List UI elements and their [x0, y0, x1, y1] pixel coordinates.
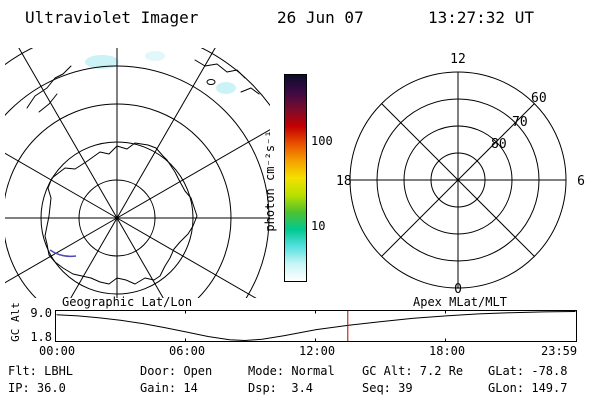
ytick-top: 9.0: [30, 306, 52, 320]
status-dsp: Dsp: 3.4: [248, 381, 314, 395]
apex-polar-plot: 12 18 6 0 60 70 80: [336, 52, 585, 297]
aurora-glow: [85, 51, 236, 94]
status-glon: GLon: 149.7: [488, 381, 568, 395]
mlat-label-80: 80: [491, 137, 507, 152]
xtick-0: 00:00: [39, 344, 76, 358]
gc-alt-axis-label: GC Alt: [9, 302, 22, 342]
chart-ticks: [185, 310, 446, 342]
header-time: 13:27:32 UT: [428, 8, 534, 27]
geo-panel-caption: Geographic Lat/Lon: [62, 295, 193, 309]
chart-frame: [55, 310, 577, 342]
coastline: [26, 59, 260, 285]
xtick-4: 23:59: [541, 344, 578, 358]
status-door: Door: Open: [140, 364, 213, 378]
geo-graticule: [5, 48, 270, 298]
xtick-3: 18:00: [429, 344, 466, 358]
colorbar-tick-100: 100: [311, 134, 333, 148]
status-mode: Mode: Normal: [248, 364, 335, 378]
ytick-bottom: 1.8: [30, 330, 52, 344]
status-ip: IP: 36.0: [8, 381, 66, 395]
apex-grid: [349, 71, 567, 289]
xtick-2: 12:00: [299, 344, 336, 358]
mlt-label-6: 6: [577, 174, 585, 189]
page-title: Ultraviolet Imager: [25, 8, 199, 27]
apex-panel-caption: Apex MLat/MLT: [413, 295, 507, 309]
status-gcalt: GC Alt: 7.2 Re: [362, 364, 464, 378]
mlt-label-0: 0: [454, 282, 462, 297]
status-glat: GLat: -78.8: [488, 364, 568, 378]
status-gain: Gain: 14: [140, 381, 198, 395]
colorbar-tick-10: 10: [311, 219, 326, 233]
terminator-segment: [49, 249, 77, 258]
status-seq: Seq: 39: [362, 381, 413, 395]
mlt-label-18: 18: [336, 174, 352, 189]
header-date: 26 Jun 07: [277, 8, 364, 27]
status-flt: Flt: LBHL: [8, 364, 74, 378]
mlat-label-70: 70: [512, 115, 528, 130]
colorbar-gradient: [284, 74, 307, 282]
gc-alt-chart: [55, 310, 577, 342]
orbit-curve: [56, 311, 576, 342]
geographic-map: [5, 48, 270, 298]
xtick-1: 06:00: [169, 344, 206, 358]
mlt-label-12: 12: [450, 52, 466, 67]
colorbar-label: photon cm⁻²s⁻¹: [263, 130, 277, 232]
mlat-label-60: 60: [531, 91, 547, 106]
